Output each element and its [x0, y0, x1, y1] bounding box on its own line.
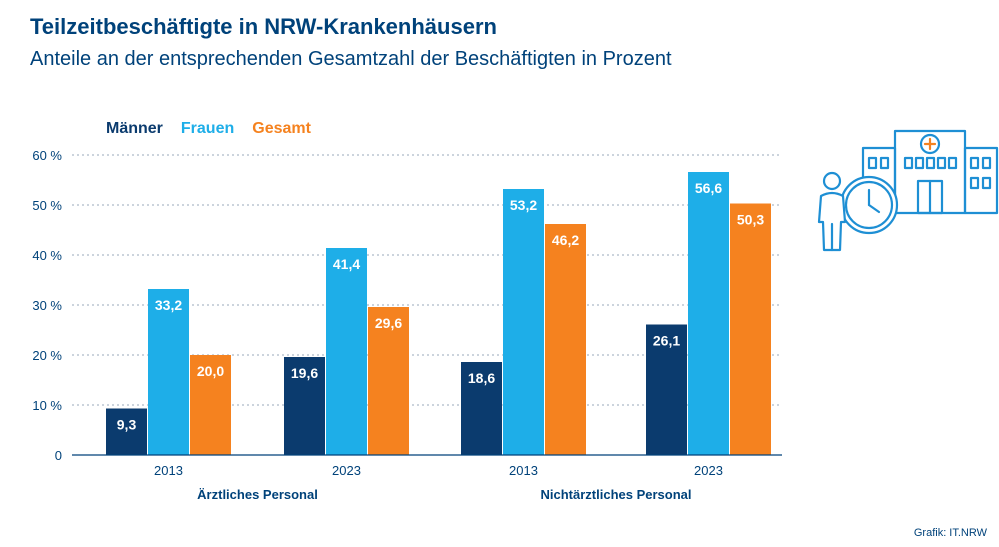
data-label: 20,0	[197, 363, 224, 379]
bar	[148, 289, 189, 455]
data-label: 41,4	[333, 256, 360, 272]
x-group-label: Ärztliches Personal	[197, 487, 318, 502]
y-tick-label: 10 %	[32, 398, 62, 413]
legend-item: Frauen	[181, 120, 234, 137]
data-label: 50,3	[737, 212, 764, 228]
bar	[503, 189, 544, 455]
y-tick-label: 40 %	[32, 248, 62, 263]
y-tick-label: 60 %	[32, 148, 62, 163]
bar	[326, 248, 367, 455]
chart-title: Teilzeitbeschäftigte in NRW-Krankenhäuse…	[30, 14, 497, 39]
chart-subtitle: Anteile an der entsprechenden Gesamtzahl…	[30, 48, 672, 70]
bar	[646, 324, 687, 455]
y-tick-label: 50 %	[32, 198, 62, 213]
data-label: 18,6	[468, 370, 495, 386]
data-label: 26,1	[653, 333, 680, 349]
data-label: 46,2	[552, 232, 579, 248]
y-tick-label: 20 %	[32, 348, 62, 363]
data-label: 9,3	[117, 417, 137, 433]
x-group-label: Nichtärztliches Personal	[541, 487, 692, 502]
legend-item: Gesamt	[252, 120, 311, 137]
x-tick-label: 2023	[332, 463, 361, 478]
x-tick-label: 2013	[154, 463, 183, 478]
data-label: 56,6	[695, 180, 722, 196]
bar	[688, 172, 729, 455]
y-tick-label: 0	[55, 448, 62, 463]
bar	[106, 408, 147, 455]
bar	[284, 357, 325, 455]
x-tick-label: 2013	[509, 463, 538, 478]
legend-item: Männer	[106, 120, 163, 137]
data-label: 53,2	[510, 197, 537, 213]
bar	[545, 224, 586, 455]
y-tick-label: 30 %	[32, 298, 62, 313]
data-label: 29,6	[375, 315, 402, 331]
x-tick-label: 2023	[694, 463, 723, 478]
bar	[461, 362, 502, 455]
hospital-clock-person-icon	[817, 129, 999, 252]
source-credit: Grafik: IT.NRW	[913, 527, 987, 539]
data-label: 33,2	[155, 297, 182, 313]
bar	[730, 203, 771, 455]
bar	[368, 307, 409, 455]
bar	[190, 355, 231, 455]
data-label: 19,6	[291, 365, 318, 381]
